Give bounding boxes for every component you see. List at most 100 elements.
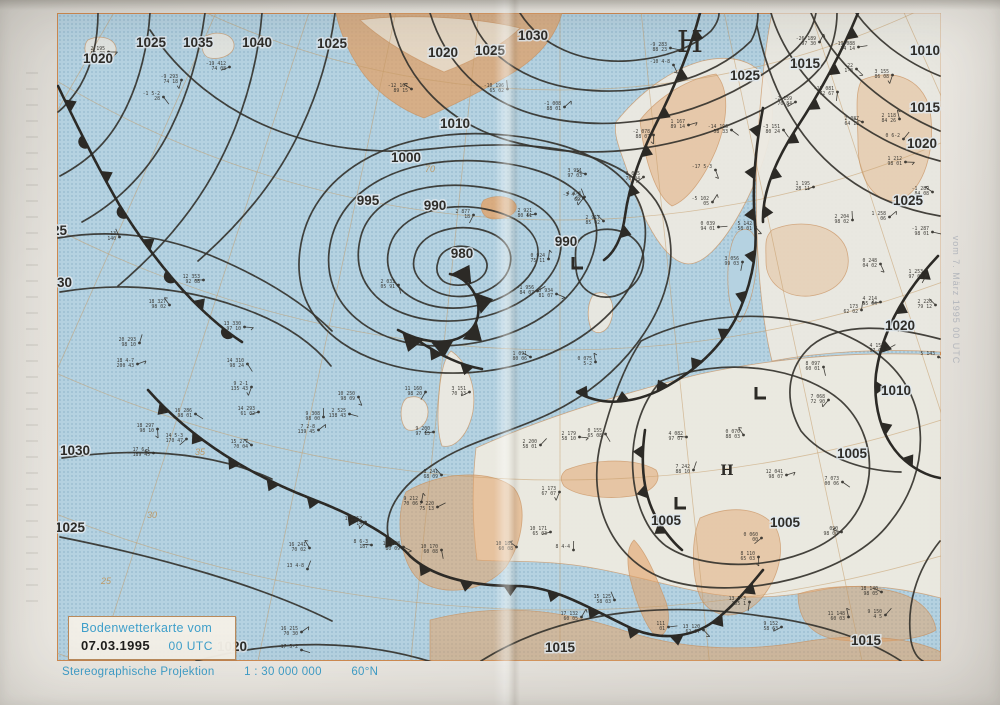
svg-text:15 252: 15 252 [345,516,362,522]
svg-text:88 03: 88 03 [726,434,741,440]
svg-text:1015: 1015 [545,640,576,655]
svg-text:1005: 1005 [651,513,682,528]
svg-text:60 03: 60 03 [831,616,846,622]
svg-text:56 08: 56 08 [91,51,106,57]
svg-text:86 08: 86 08 [875,74,890,80]
svg-text:58 33: 58 33 [714,129,729,135]
svg-text:-26 189: -26 189 [796,36,816,42]
svg-text:5 142: 5 142 [738,221,753,227]
svg-text:00 06: 00 06 [825,481,840,487]
svg-text:79 12: 79 12 [918,304,933,310]
svg-text:-19 088: -19 088 [835,41,855,47]
svg-text:0 248: 0 248 [863,258,878,264]
svg-text:1020: 1020 [83,51,113,66]
svg-text:70 06: 70 06 [404,501,419,507]
svg-text:0 035: 0 035 [626,171,641,177]
svg-text:70 13: 70 13 [452,391,467,397]
svg-text:2 033: 2 033 [381,279,396,285]
svg-text:140: 140 [107,236,116,242]
svg-text:80 11: 80 11 [518,213,533,219]
svg-text:65 08: 65 08 [588,433,603,439]
svg-text:13 5-3: 13 5-3 [729,596,746,602]
svg-text:58 63: 58 63 [764,626,779,632]
svg-text:60 08: 60 08 [499,546,514,552]
svg-text:98 01: 98 01 [178,413,193,419]
svg-text:1015: 1015 [790,56,821,71]
svg-text:98 01: 98 01 [915,231,930,237]
svg-text:1020: 1020 [907,136,937,151]
svg-text:30: 30 [147,510,157,520]
svg-text:97 10: 97 10 [227,326,242,332]
svg-text:81 07: 81 07 [539,293,554,299]
svg-text:97 03: 97 03 [568,173,583,179]
svg-text:1 212: 1 212 [888,156,903,162]
svg-text:8 241: 8 241 [424,469,439,475]
caption-projection: Stereographische Projektion [62,666,215,678]
svg-text:80 06: 80 06 [513,356,528,362]
svg-text:60 05: 60 05 [564,616,579,622]
svg-text:01: 01 [659,626,665,632]
svg-text:8 097: 8 097 [806,361,821,367]
svg-text:-22: -22 [844,63,853,69]
svg-text:70: 70 [425,164,435,174]
svg-text:98 24: 98 24 [230,363,245,369]
svg-text:85 02: 85 02 [586,220,601,226]
caption-scale: 1 : 30 000 000 [244,666,322,678]
svg-text:170 47: 170 47 [166,438,183,444]
svg-text:-12 167: -12 167 [388,83,408,89]
svg-text:14 310: 14 310 [227,358,244,364]
margin-print-marks [26,72,38,612]
svg-text:2 525: 2 525 [332,408,347,414]
svg-text:-5 102: -5 102 [692,196,709,202]
svg-text:67 07: 67 07 [542,491,557,497]
svg-text:9 152: 9 152 [764,621,779,627]
svg-text:2 220: 2 220 [918,299,933,305]
svg-text:7 242: 7 242 [676,464,691,470]
svg-text:16 286: 16 286 [175,408,192,414]
svg-text:74 14: 74 14 [841,46,856,52]
svg-text:2 921: 2 921 [518,208,533,214]
svg-text:1025: 1025 [37,223,68,238]
svg-text:74 08: 74 08 [212,66,227,72]
svg-text:11 160: 11 160 [405,386,422,392]
svg-text:97 15: 97 15 [416,431,431,437]
svg-text:3 056: 3 056 [725,256,740,262]
svg-text:995: 995 [357,193,380,208]
svg-text:10 181: 10 181 [496,541,513,547]
svg-text:13 4-8: 13 4-8 [287,563,304,569]
svg-text:98 02: 98 02 [152,304,167,310]
svg-text:-1 956: -1 956 [517,285,534,291]
svg-text:980: 980 [451,246,474,261]
svg-text:70 30: 70 30 [284,631,299,637]
svg-text:200 43: 200 43 [117,363,134,369]
svg-text:15 277: 15 277 [231,439,248,445]
svg-text:80 24: 80 24 [766,129,781,135]
svg-text:62: 62 [574,197,580,203]
svg-text:1020: 1020 [885,318,915,333]
svg-text:89 15: 89 15 [394,88,409,94]
svg-text:14 5-3: 14 5-3 [166,433,183,439]
svg-text:94 01: 94 01 [701,226,716,232]
svg-text:80 09: 80 09 [386,546,401,552]
svg-text:98 01: 98 01 [888,161,903,167]
svg-text:1025: 1025 [317,36,348,51]
svg-text:111: 111 [656,621,665,627]
svg-text:8 4-4: 8 4-4 [556,544,571,550]
svg-text:0 070: 0 070 [726,429,741,435]
svg-text:15 125: 15 125 [594,594,611,600]
legend-date: 07.03.1995 [81,638,151,653]
svg-text:18 297: 18 297 [137,423,154,429]
svg-text:1035: 1035 [183,35,214,50]
svg-text:88 23: 88 23 [653,47,668,53]
svg-text:1 195: 1 195 [796,181,811,187]
svg-text:-14 196: -14 196 [708,124,728,130]
svg-text:97 09: 97 09 [870,348,885,354]
svg-text:1025: 1025 [55,520,86,535]
svg-text:04 02: 04 02 [863,263,878,269]
svg-text:1020: 1020 [428,45,458,60]
svg-text:2 204: 2 204 [835,214,850,220]
svg-text:4 214: 4 214 [863,296,878,302]
svg-text:84 07: 84 07 [520,290,535,296]
legend-time: 00 UTC [168,639,213,653]
